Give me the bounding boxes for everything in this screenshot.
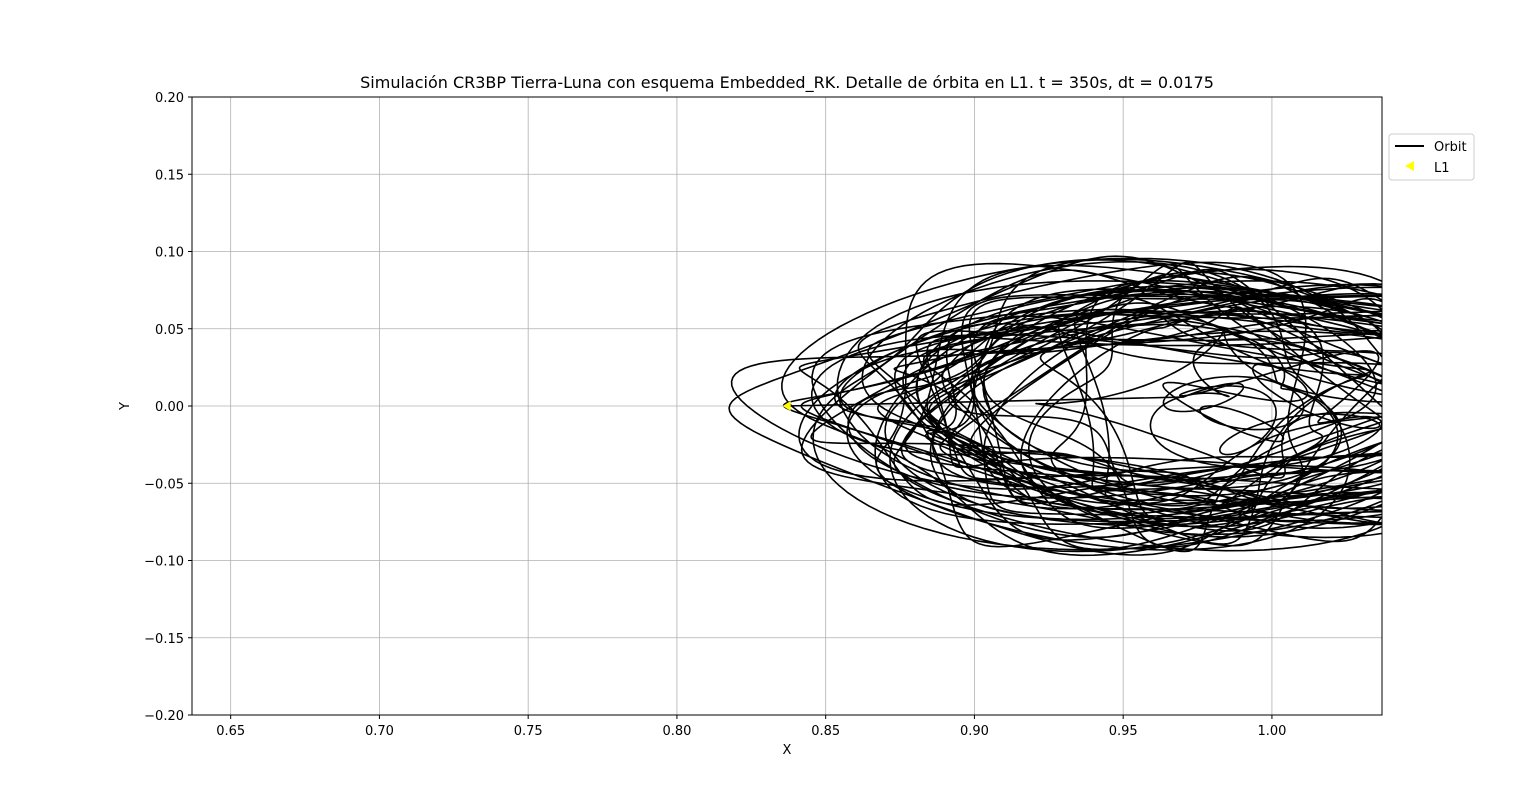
legend-l1-label: L1 [1434, 161, 1450, 176]
chart-title: Simulación CR3BP Tierra-Luna con esquema… [360, 73, 1214, 93]
x-tick-label: 0.80 [662, 724, 691, 739]
legend-l1-marker [1405, 161, 1414, 171]
l1-point [782, 401, 791, 411]
y-tick-label: −0.05 [144, 477, 184, 492]
y-tick-label: −0.10 [144, 555, 184, 570]
x-tick-label: 0.65 [216, 724, 245, 739]
x-axis-label: X [783, 743, 792, 758]
legend: Orbit L1 [1388, 133, 1475, 181]
y-tick-label: −0.15 [144, 632, 184, 647]
y-tick-label: −0.20 [144, 709, 184, 724]
orbit-layer [728, 255, 1382, 557]
y-tick-label: 0.20 [155, 91, 184, 106]
x-tick-label: 0.70 [365, 724, 394, 739]
y-tick-label: 0.10 [155, 246, 184, 261]
x-tick-label: 0.90 [960, 724, 989, 739]
y-tick-label: 0.00 [155, 400, 184, 415]
y-tick-label: 0.05 [155, 323, 184, 338]
orbit-line [728, 255, 1382, 557]
y-tick-label: 0.15 [155, 168, 184, 183]
x-tick-label: 1.00 [1257, 724, 1286, 739]
x-tick-label: 0.95 [1109, 724, 1138, 739]
marker-layer [782, 401, 791, 411]
x-tick-label: 0.85 [811, 724, 840, 739]
legend-orbit-label: Orbit [1434, 140, 1467, 155]
y-axis-label: Y [118, 402, 133, 411]
ticks: 0.65 0.70 0.75 0.80 0.85 0.90 0.95 1.00 0.20 0.15… [144, 91, 1286, 739]
x-tick-label: 0.75 [514, 724, 543, 739]
